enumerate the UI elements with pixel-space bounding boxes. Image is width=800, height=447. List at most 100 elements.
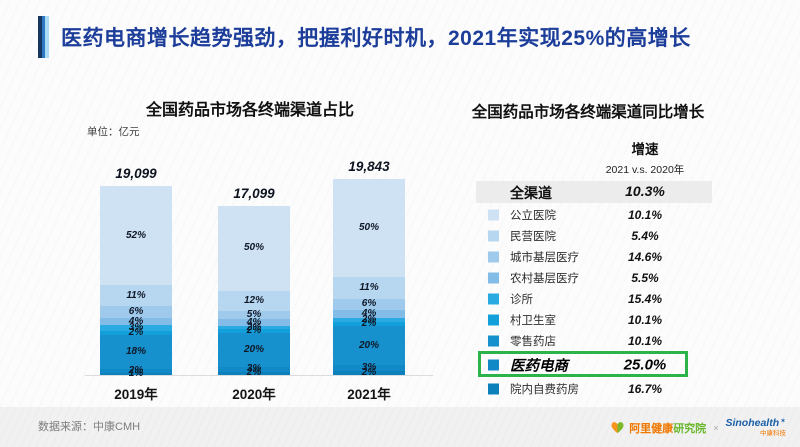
stacked-bar-plot: 19,099 52% 11% 6% 4% 3% 2% 18% 2% 1% 2019年 17,099 50… — [85, 151, 433, 402]
segment-公立医院: 52% — [100, 186, 172, 286]
channel-growth-value: 10.1% — [627, 207, 663, 222]
segment-城市基层医疗: 6% — [333, 298, 405, 311]
data-source: 数据来源：中康CMH — [38, 421, 141, 433]
sinohealth-name: Sinohealth — [725, 417, 780, 429]
segment-value-label: 52% — [125, 229, 146, 241]
segment-院内自费药房: 2% — [218, 368, 290, 378]
table-row-农村基层医疗: 农村基层医疗 5.5% — [462, 267, 714, 288]
segment-公立医院: 50% — [218, 206, 290, 291]
accent-stripe-light — [45, 16, 49, 58]
segment-value-label: 18% — [125, 346, 146, 358]
alihealth-logo-text: 阿里健康研究院 — [629, 420, 706, 436]
total-row-label: 全渠道 — [510, 185, 552, 201]
sinohealth-logo: Sinohealth ✶ 中康科技 — [725, 418, 786, 437]
channel-share-chart: 全国药品市场各终端渠道占比 单位：亿元 19,099 52% 11% 6% 4% 3% 2%… — [85, 96, 445, 406]
channel-label: 村卫生室 — [510, 314, 556, 327]
total-row-band — [476, 181, 712, 203]
segment-城市基层医疗: 5% — [218, 310, 290, 320]
sinohealth-mark-icon: ✶ — [780, 418, 786, 425]
logo-separator: × — [713, 422, 719, 433]
growth-header-period: 2021 v.s. 2020年 — [605, 164, 685, 176]
segment-民营医院: 11% — [333, 277, 405, 299]
total-row-value: 10.3% — [625, 183, 665, 199]
title-accent-bar — [38, 16, 49, 58]
table-row-诊所: 诊所 15.4% — [462, 288, 714, 309]
legend-swatch-icon — [488, 209, 499, 220]
table-row-医药电商: 医药电商 25.0% — [462, 351, 714, 378]
alihealth-heart-icon — [610, 421, 625, 434]
unit-label: 单位：亿元 — [87, 126, 140, 138]
x-axis-label-2021年: 2021年 — [347, 387, 391, 402]
footer-logos: 阿里健康研究院 × Sinohealth ✶ 中康科技 — [610, 418, 786, 437]
growth-column-header: 增速 2021 v.s. 2020年 — [590, 138, 700, 177]
table-row-total: 全渠道 10.3% — [462, 181, 714, 203]
channel-growth-value: 5.5% — [631, 270, 659, 285]
channel-growth-value: 16.7% — [627, 381, 663, 396]
segment-公立医院: 50% — [333, 179, 405, 277]
slide-header: 医药电商增长趋势强劲，把握利好时机，2021年实现25%的高增长 — [38, 16, 691, 58]
bar-total-label: 19,843 — [348, 159, 390, 174]
x-axis-label-2019年: 2019年 — [114, 387, 158, 402]
legend-swatch-icon — [488, 335, 499, 346]
channel-label: 公立医院 — [510, 209, 556, 222]
channel-label: 民营医院 — [510, 230, 556, 243]
channel-growth-value: 10.1% — [627, 333, 663, 348]
channel-label: 零售药店 — [510, 335, 556, 348]
legend-swatch-icon — [488, 251, 499, 262]
channel-label: 诊所 — [510, 293, 533, 306]
channel-growth-value: 25.0% — [623, 356, 667, 373]
accent-stripe-dark — [38, 16, 42, 58]
growth-table-panel: 全国药品市场各终端渠道同比增长 增速 2021 v.s. 2020年 全渠道 1… — [462, 100, 714, 396]
footer-band — [0, 407, 800, 447]
channel-label: 城市基层医疗 — [510, 251, 579, 264]
segment-value-label: 50% — [358, 222, 379, 233]
legend-swatch-icon — [488, 314, 499, 325]
segment-零售药店: 18% — [100, 334, 172, 370]
segment-value-label: 6% — [361, 298, 377, 310]
segment-民营医院: 11% — [100, 285, 172, 307]
segment-value-label: 6% — [128, 306, 144, 318]
stacked-bar-2019年: 52% 11% 6% 4% 3% 2% 18% 2% 1% — [100, 186, 172, 378]
segment-院内自费药房: 2% — [333, 367, 405, 377]
legend-swatch-icon — [488, 272, 499, 283]
table-row-公立医院: 公立医院 10.1% — [462, 204, 714, 225]
channel-label: 农村基层医疗 — [510, 272, 579, 285]
alihealth-institute: 研究院 — [673, 422, 707, 435]
segment-城市基层医疗: 6% — [100, 306, 172, 318]
left-chart-title: 全国药品市场各终端渠道占比 — [145, 102, 354, 119]
slide-title: 医药电商增长趋势强劲，把握利好时机，2021年实现25%的高增长 — [61, 27, 691, 50]
segment-value-label: 50% — [243, 242, 264, 254]
legend-swatch-icon — [488, 230, 499, 241]
stacked-bar-2021年: 50% 11% 6% 4% 2% 2% 20% 3% 2% — [333, 179, 405, 377]
x-axis-label-2020年: 2020年 — [232, 387, 276, 402]
segment-value-label: 11% — [126, 289, 146, 301]
stacked-bar-2020年: 50% 12% 5% 4% 2% 2% 20% 3% 2% — [218, 206, 290, 378]
bar-total-label: 19,099 — [115, 166, 157, 182]
channel-label: 院内自费药房 — [510, 383, 579, 396]
right-panel-title: 全国药品市场各终端渠道同比增长 — [471, 104, 705, 121]
segment-value-label: 20% — [243, 343, 264, 355]
channel-growth-value: 15.4% — [627, 291, 663, 306]
segment-农村基层医疗: 4% — [100, 316, 172, 326]
segment-民营医院: 12% — [218, 290, 290, 311]
channel-growth-value: 5.4% — [631, 228, 659, 243]
alihealth-name: 阿里健康 — [629, 422, 674, 435]
bar-total-label: 17,099 — [233, 186, 275, 202]
table-row-零售药店: 零售药店 10.1% — [462, 330, 714, 351]
segment-院内自费药房: 1% — [100, 368, 172, 378]
channel-label: 医药电商 — [510, 358, 568, 374]
table-row-城市基层医疗: 城市基层医疗 14.6% — [462, 246, 714, 267]
segment-零售药店: 20% — [333, 325, 405, 366]
segment-农村基层医疗: 4% — [333, 309, 405, 319]
accent-stripe-mid — [42, 16, 45, 58]
segment-value-label: 12% — [243, 294, 264, 306]
table-row-村卫生室: 村卫生室 10.1% — [462, 309, 714, 330]
channel-rows: 公立医院 10.1% 民营医院 5.4% 城市基层医疗 14.6% 农村基层医疗 5.5% 诊所… — [462, 204, 714, 399]
segment-value-label: 20% — [358, 339, 379, 351]
segment-农村基层医疗: 4% — [218, 317, 290, 327]
channel-growth-value: 14.6% — [627, 249, 663, 264]
sinohealth-chinese-name: 中康科技 — [760, 429, 786, 437]
segment-零售药店: 20% — [218, 332, 290, 367]
legend-swatch-icon — [488, 293, 499, 304]
